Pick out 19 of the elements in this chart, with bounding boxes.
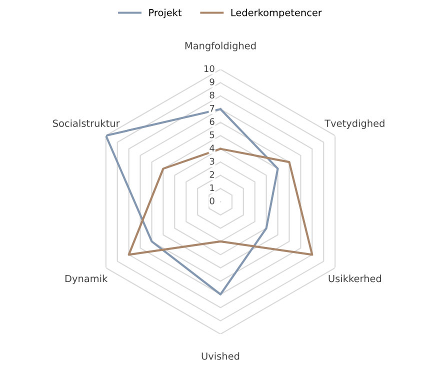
y-tick-label: 3 <box>210 158 214 165</box>
spoke-label: Usikkerhed <box>328 274 381 282</box>
spoke-label: Mangfoldighed <box>185 42 256 52</box>
y-tick-label: 2 <box>210 171 214 178</box>
y-tick-label: 7 <box>210 105 214 112</box>
y-tick-label: 8 <box>210 92 214 99</box>
y-tick-label: 10 <box>204 65 214 72</box>
y-tick-label: 1 <box>210 184 214 192</box>
y-tick-label: 4 <box>210 144 214 152</box>
spoke-label: Tvetydighed <box>324 119 384 129</box>
y-tick-label: 9 <box>210 78 214 86</box>
spoke-label: Uvished <box>202 352 240 360</box>
y-tick-label: 5 <box>210 132 214 138</box>
y-tick-label: 0 <box>210 198 214 204</box>
legend-label: Lederkompetencer <box>231 8 322 18</box>
y-tick-label: 6 <box>210 118 214 125</box>
legend-label: Projekt <box>149 8 182 18</box>
spoke-label: Socialstruktur <box>52 119 120 127</box>
spoke-label: Dynamik <box>65 274 108 284</box>
